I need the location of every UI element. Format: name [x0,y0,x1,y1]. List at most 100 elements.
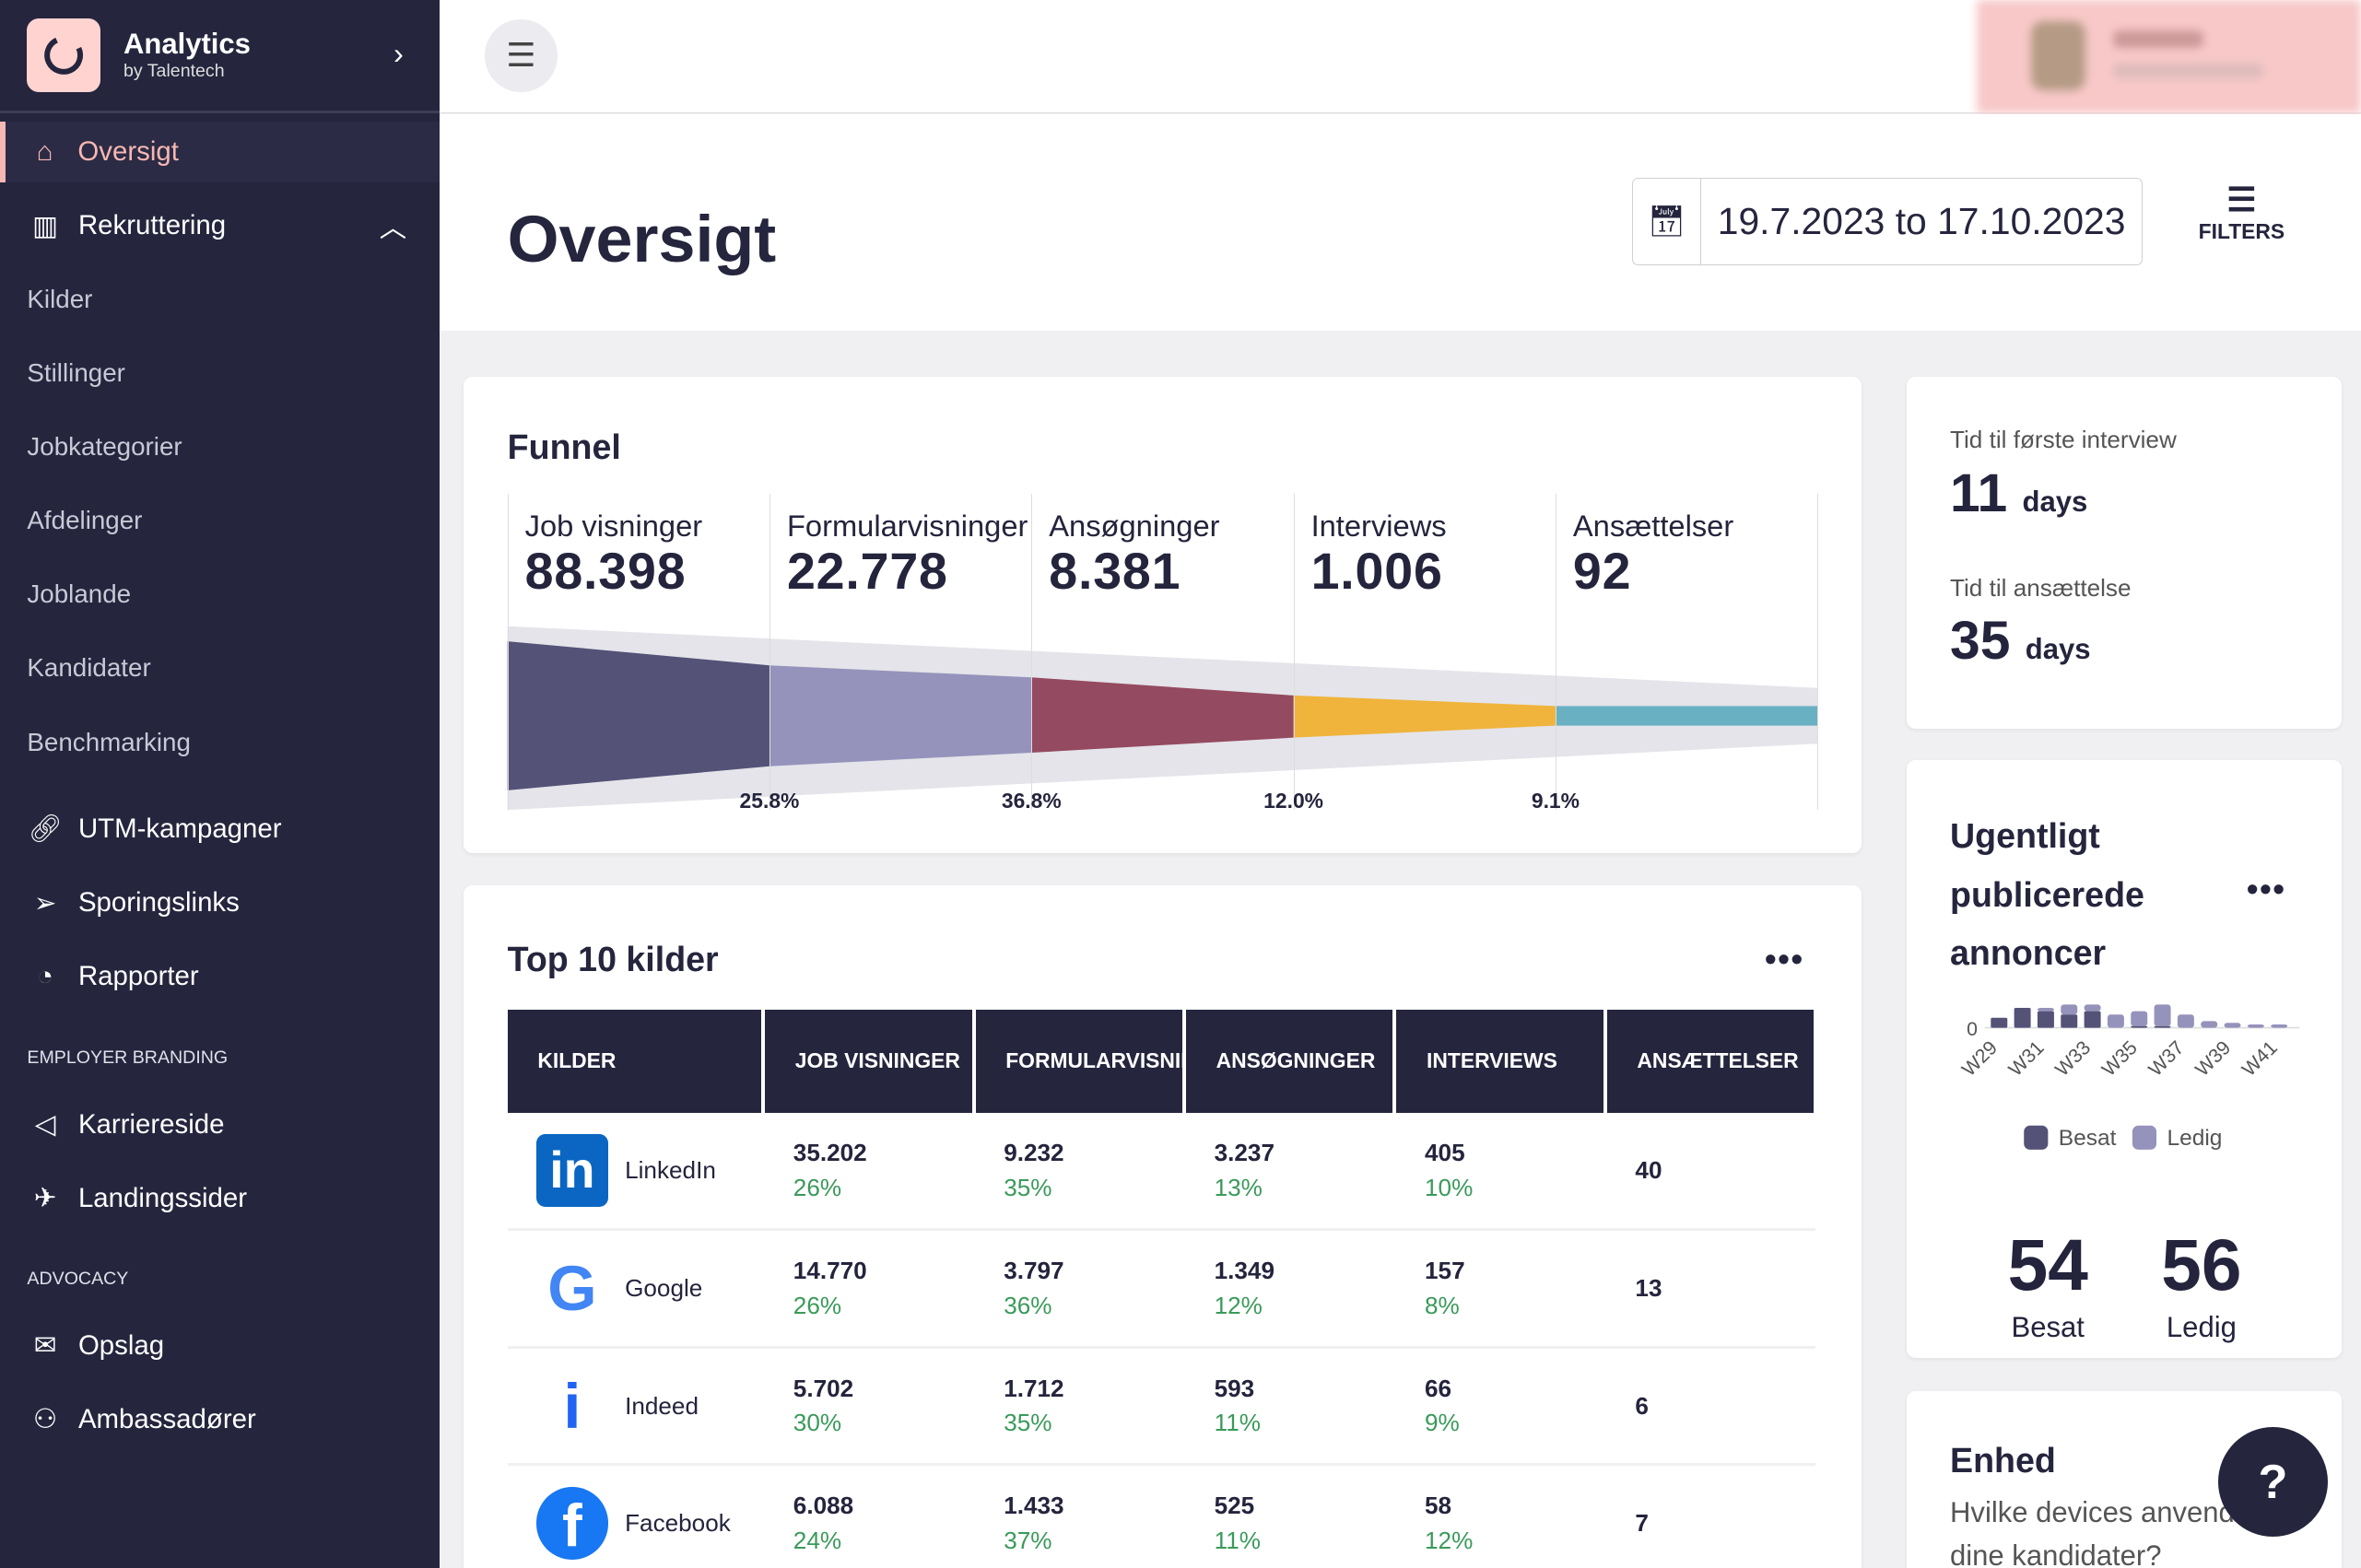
weekly-more-options-icon[interactable]: ••• [2246,870,2286,908]
funnel-title: Funnel [507,427,621,467]
hires-cell: 7 [1604,1464,1816,1568]
sidebar-item-karriereside[interactable]: ◁ Karriereside [0,1094,440,1154]
nav-label: Oversigt [77,136,179,168]
analytics-logo-icon [27,18,101,92]
metric-cell: 3.797 36% [973,1229,1184,1349]
column-header[interactable]: ANSÆTTELSER [1604,1010,1818,1113]
sidebar-item-rapporter[interactable]: ◔ Rapporter [0,947,440,1007]
device-subtitle: Hvilke devices anvender dine kandidater? [1950,1495,2261,1568]
calendar-icon: 📅︎ [1633,178,1701,264]
more-options-icon[interactable]: ••• [1765,939,1804,977]
table-row[interactable]: i Indeed 5.702 30% 1.712 35% 593 11% 66 9% 6 [507,1347,1816,1467]
nav-label: Rapporter [77,961,199,992]
metric-percent: 9% [1425,1409,1460,1437]
chevron-right-icon[interactable]: › [394,36,404,71]
brand-subtitle: by Talentech [123,61,225,82]
source-cell: in LinkedIn [507,1112,764,1232]
sidebar-item-oversigt[interactable]: ⌂ Oversigt [0,122,440,182]
metric-cell: 593 11% [1183,1347,1395,1467]
hire-label: Tid til ansættelse [1950,573,2132,602]
date-range-picker[interactable]: 📅︎ 19.7.2023 to 17.10.2023 [1632,177,2144,265]
sidebar-item-jobkategorier[interactable]: Jobkategorier [27,432,182,462]
sidebar-item-kandidater[interactable]: Kandidater [27,653,151,683]
metric-value: 1.349 [1214,1257,1274,1285]
top-bar: ☰ [440,0,2361,113]
table-row[interactable]: G Google 14.770 26% 3.797 36% 1.349 12% 157 8% 13 [507,1229,1816,1349]
mail-icon: ✉︎ [33,1330,57,1362]
filter-icon: ☰ [2226,181,2257,219]
bar-ledig [2131,1012,2148,1027]
metric-percent: 11% [1214,1409,1261,1437]
metric-cell: 1.712 35% [973,1347,1184,1467]
table-row[interactable]: in LinkedIn 35.202 26% 9.232 35% 3.237 13% 405 10… [507,1112,1816,1232]
sidebar-item-ambassadorer[interactable]: ⚇ Ambassadører [0,1389,440,1449]
brand-title: Analytics [123,28,251,61]
sidebar-item-stillinger[interactable]: Stillinger [27,358,125,388]
hire-value: 35 days [1950,610,2091,672]
funnel-stage: Job visninger 88.398 [507,493,769,811]
send-icon: ➢ [33,887,57,919]
sidebar-item-afdelinger[interactable]: Afdelinger [27,506,143,535]
device-title: Enhed [1950,1440,2056,1480]
metric-cell: 6.088 24% [763,1464,974,1568]
funnel-stage: Formularvisninger 22.778 [769,493,1031,811]
sidebar-item-utm[interactable]: 🔗︎ UTM-kampagner [0,800,440,860]
besat-value: 54 [2007,1224,2088,1306]
section-employer-branding: EMPLOYER BRANDING [27,1047,229,1069]
time-stats-card [1906,376,2342,729]
chevron-up-icon[interactable]: ︿ [379,213,407,244]
besat-summary: 54 Besat [1973,1223,2123,1343]
menu-toggle-button[interactable]: ☰ [485,19,558,92]
unit: days [2025,632,2091,665]
hires-value: 40 [1635,1155,1662,1184]
nav-label: Rekruttering [77,210,227,241]
funnel-end-line [1817,493,1818,811]
sidebar-item-joblande[interactable]: Joblande [27,579,132,609]
sidebar-item-landingssider[interactable]: ✈︎ Landingssider [0,1168,440,1228]
help-chat-button[interactable]: ? [2217,1427,2329,1538]
x-tick-label: W29 [1957,1036,2002,1081]
metric-percent: 35% [1004,1409,1052,1437]
metric-percent: 36% [1004,1291,1052,1319]
date-range-value: 19.7.2023 to 17.10.2023 [1717,199,2126,242]
metric-percent: 8% [1425,1291,1460,1319]
funnel-stage: Ansættelser 92 [1555,493,1817,811]
hires-value: 13 [1635,1274,1662,1303]
sidebar-item-kilder[interactable]: Kilder [27,285,93,314]
sidebar-item-rekruttering[interactable]: ▥ Rekruttering ︿ [0,195,440,255]
metric-percent: 24% [793,1526,842,1554]
source-name: Facebook [625,1509,731,1538]
sidebar-item-sporingslinks[interactable]: ➢ Sporingslinks [0,873,440,933]
help-chat-icon: ? [2258,1455,2288,1509]
value: 35 [1950,610,2011,671]
column-header[interactable]: JOB VISNINGER [763,1010,976,1113]
x-tick-label: W39 [2191,1036,2235,1081]
column-header[interactable]: ANSØGNINGER [1183,1010,1397,1113]
metric-value: 157 [1425,1257,1465,1285]
brand[interactable]: Analytics by Talentech › [0,0,440,113]
funnel-segment [507,641,769,790]
sidebar-item-benchmarking[interactable]: Benchmarking [27,727,191,756]
column-header[interactable]: KILDER [507,1010,766,1113]
metric-value: 525 [1214,1492,1255,1520]
metric-cell: 5.702 30% [763,1347,974,1467]
column-header[interactable]: INTERVIEWS [1394,1010,1607,1113]
user-profile-blurred[interactable] [1977,0,2361,113]
legend-swatch [2024,1126,2049,1151]
funnel-segment [1031,677,1294,753]
sidebar-item-opslag[interactable]: ✉︎ Opslag [0,1316,440,1375]
bar-besat [2131,1026,2148,1029]
metric-percent: 26% [793,1173,842,1201]
weekly-card [1906,760,2342,1358]
metric-cell: 35.202 26% [763,1112,974,1232]
filters-button[interactable]: ☰ FILTERS [2199,181,2285,244]
source-name: LinkedIn [625,1155,716,1184]
users-icon: ⚇ [32,1404,58,1435]
metric-value: 58 [1425,1492,1452,1520]
column-header[interactable]: FORMULARVISNINGER [973,1010,1186,1113]
table-row[interactable]: f Facebook 6.088 24% 1.433 37% 525 11% 58 12% 7 [507,1464,1816,1568]
metric-percent: 12% [1214,1291,1263,1319]
funnel-stage-label: Job visninger [524,509,703,544]
